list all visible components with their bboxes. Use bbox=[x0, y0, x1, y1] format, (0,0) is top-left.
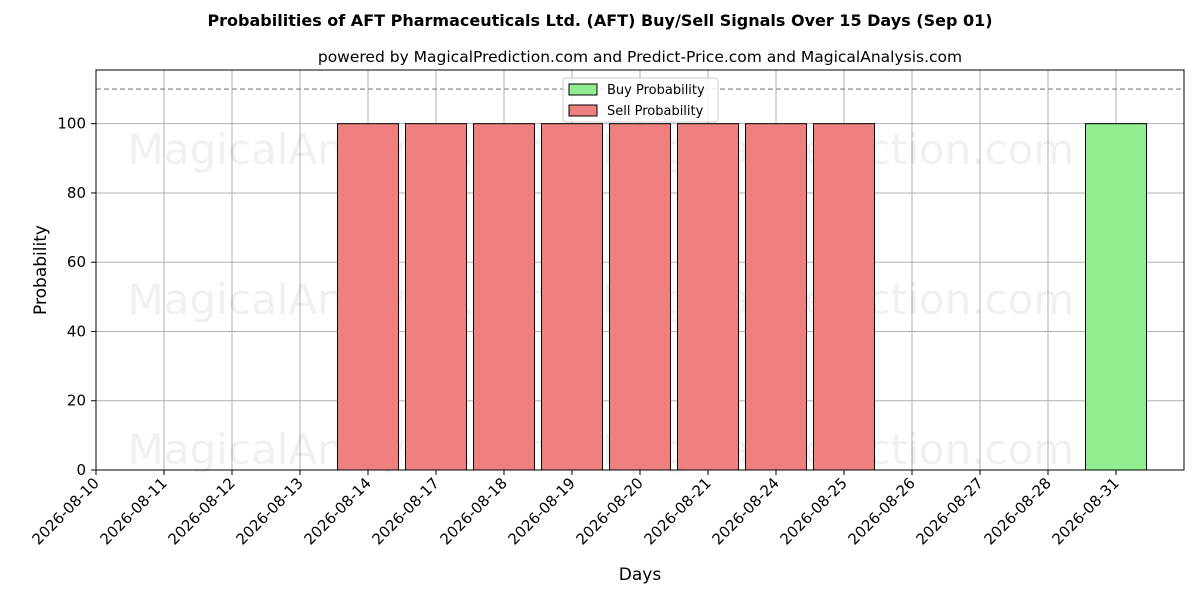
x-tick-label: 2026-08-25 bbox=[776, 474, 850, 548]
x-tick-label: 2026-08-12 bbox=[164, 474, 238, 548]
x-tick-label: 2026-08-17 bbox=[368, 474, 442, 548]
x-tick-label: 2026-08-20 bbox=[572, 474, 646, 548]
y-tick-label: 20 bbox=[67, 392, 86, 410]
y-axis-label: Probability bbox=[31, 225, 51, 315]
y-tick-label: 100 bbox=[57, 115, 86, 133]
x-tick-label: 2026-08-21 bbox=[640, 474, 714, 548]
sell-bar bbox=[609, 123, 671, 471]
y-tick-label: 80 bbox=[67, 184, 86, 202]
legend: Buy Probability Sell Probability bbox=[562, 77, 719, 123]
x-axis-label: Days bbox=[619, 565, 662, 585]
legend-box bbox=[562, 77, 719, 123]
x-tick-label: 2026-08-13 bbox=[232, 474, 306, 548]
legend-swatch-sell bbox=[568, 104, 598, 117]
sell-bar bbox=[405, 123, 467, 471]
buy-bar bbox=[1085, 123, 1147, 471]
y-tick-label: 60 bbox=[67, 253, 86, 271]
sell-bar bbox=[337, 123, 399, 471]
chart-subtitle: powered by MagicalPrediction.com and Pre… bbox=[318, 48, 962, 66]
sell-bar bbox=[473, 123, 535, 471]
y-tick-label: 40 bbox=[67, 322, 86, 340]
x-tick-label: 2026-08-18 bbox=[436, 474, 510, 548]
y-tick-label: 0 bbox=[76, 461, 86, 479]
x-tick-label: 2026-08-11 bbox=[96, 474, 170, 548]
x-tick-label: 2026-08-26 bbox=[844, 474, 918, 548]
x-tick-label: 2026-08-14 bbox=[300, 474, 374, 548]
sell-bar bbox=[677, 123, 739, 471]
x-tick-label: 2026-08-31 bbox=[1048, 474, 1122, 548]
sell-bar bbox=[745, 123, 807, 471]
legend-swatch-buy bbox=[568, 83, 598, 96]
sell-bar bbox=[813, 123, 875, 471]
chart-title: Probabilities of AFT Pharmaceuticals Ltd… bbox=[207, 11, 992, 30]
legend-label-sell: Sell Probability bbox=[607, 104, 704, 119]
x-tick-label: 2026-08-28 bbox=[980, 474, 1054, 548]
sell-bar bbox=[541, 123, 603, 471]
x-tick-label: 2026-08-27 bbox=[912, 474, 986, 548]
x-tick-label: 2026-08-10 bbox=[28, 474, 102, 548]
legend-label-buy: Buy Probability bbox=[607, 83, 705, 98]
x-tick-label: 2026-08-24 bbox=[708, 474, 782, 548]
x-tick-label: 2026-08-19 bbox=[504, 474, 578, 548]
